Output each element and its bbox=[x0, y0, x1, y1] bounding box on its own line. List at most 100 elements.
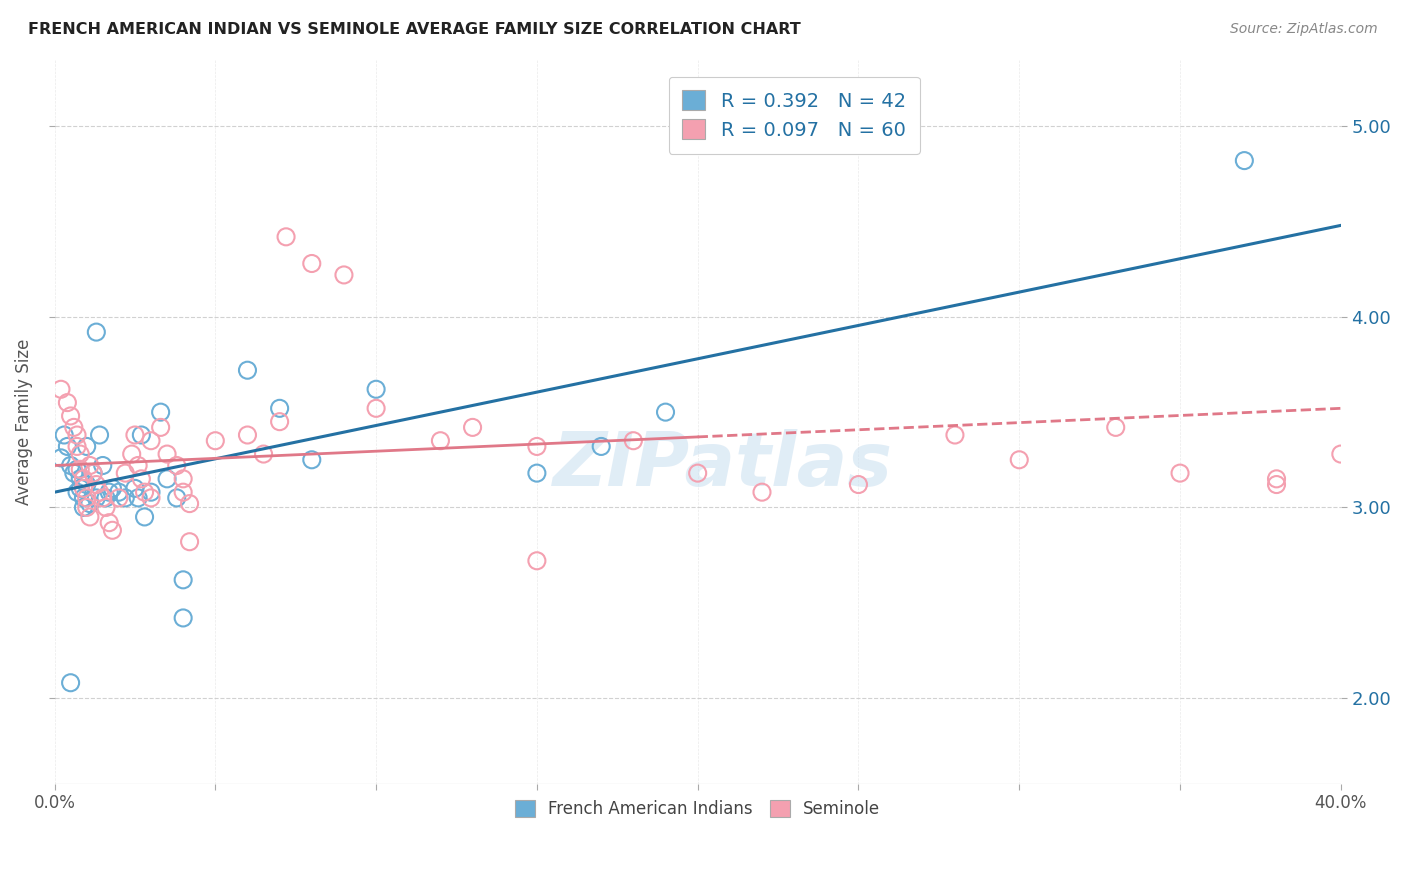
Point bbox=[134, 510, 156, 524]
Point bbox=[526, 439, 548, 453]
Point bbox=[66, 428, 89, 442]
Point bbox=[139, 491, 162, 505]
Point bbox=[79, 497, 101, 511]
Point bbox=[72, 472, 94, 486]
Point bbox=[236, 428, 259, 442]
Point bbox=[364, 401, 387, 416]
Point bbox=[131, 472, 153, 486]
Point bbox=[1105, 420, 1128, 434]
Point bbox=[301, 256, 323, 270]
Point bbox=[108, 485, 131, 500]
Point bbox=[654, 405, 676, 419]
Point bbox=[69, 447, 91, 461]
Point bbox=[79, 510, 101, 524]
Point bbox=[69, 472, 91, 486]
Point bbox=[66, 485, 89, 500]
Point bbox=[179, 534, 201, 549]
Point bbox=[364, 382, 387, 396]
Point bbox=[94, 500, 117, 515]
Point bbox=[526, 554, 548, 568]
Point bbox=[59, 675, 82, 690]
Point bbox=[56, 439, 79, 453]
Point bbox=[139, 485, 162, 500]
Point bbox=[1233, 153, 1256, 168]
Point bbox=[86, 477, 108, 491]
Point bbox=[149, 405, 172, 419]
Point bbox=[86, 491, 108, 505]
Point bbox=[66, 439, 89, 453]
Point bbox=[53, 428, 76, 442]
Point bbox=[131, 428, 153, 442]
Point bbox=[943, 428, 966, 442]
Point bbox=[591, 439, 613, 453]
Point bbox=[114, 466, 136, 480]
Point bbox=[101, 523, 124, 537]
Point bbox=[156, 447, 179, 461]
Point bbox=[101, 481, 124, 495]
Point bbox=[56, 395, 79, 409]
Point bbox=[172, 485, 194, 500]
Point bbox=[1008, 452, 1031, 467]
Point bbox=[79, 458, 101, 473]
Point bbox=[69, 481, 91, 495]
Point bbox=[94, 491, 117, 505]
Point bbox=[526, 466, 548, 480]
Point bbox=[269, 415, 291, 429]
Point bbox=[172, 472, 194, 486]
Point bbox=[63, 420, 86, 434]
Point bbox=[134, 485, 156, 500]
Y-axis label: Average Family Size: Average Family Size bbox=[15, 338, 32, 505]
Point bbox=[179, 497, 201, 511]
Point bbox=[86, 325, 108, 339]
Point bbox=[1265, 477, 1288, 491]
Point bbox=[172, 611, 194, 625]
Point bbox=[274, 229, 297, 244]
Point bbox=[124, 481, 146, 495]
Point bbox=[121, 447, 143, 461]
Point bbox=[166, 491, 188, 505]
Point bbox=[269, 401, 291, 416]
Text: ZIPatlas: ZIPatlas bbox=[554, 429, 893, 501]
Point bbox=[66, 462, 89, 476]
Point bbox=[333, 268, 356, 282]
Point bbox=[751, 485, 773, 500]
Point bbox=[686, 466, 709, 480]
Point bbox=[98, 485, 121, 500]
Point bbox=[124, 428, 146, 442]
Point bbox=[108, 491, 131, 505]
Point bbox=[59, 409, 82, 423]
Point bbox=[72, 481, 94, 495]
Point bbox=[127, 458, 149, 473]
Point bbox=[72, 500, 94, 515]
Point bbox=[82, 466, 104, 480]
Point bbox=[621, 434, 644, 448]
Legend: French American Indians, Seminole: French American Indians, Seminole bbox=[506, 791, 889, 826]
Point bbox=[204, 434, 226, 448]
Point bbox=[1265, 472, 1288, 486]
Point bbox=[139, 434, 162, 448]
Point bbox=[76, 439, 98, 453]
Point bbox=[82, 466, 104, 480]
Point bbox=[59, 458, 82, 473]
Point bbox=[89, 428, 111, 442]
Text: FRENCH AMERICAN INDIAN VS SEMINOLE AVERAGE FAMILY SIZE CORRELATION CHART: FRENCH AMERICAN INDIAN VS SEMINOLE AVERA… bbox=[28, 22, 801, 37]
Point bbox=[1330, 447, 1353, 461]
Point bbox=[461, 420, 484, 434]
Point bbox=[429, 434, 451, 448]
Point bbox=[76, 491, 98, 505]
Point bbox=[76, 477, 98, 491]
Point bbox=[127, 491, 149, 505]
Point bbox=[91, 491, 114, 505]
Point bbox=[49, 382, 72, 396]
Point bbox=[252, 447, 274, 461]
Point bbox=[1168, 466, 1191, 480]
Point bbox=[114, 491, 136, 505]
Point bbox=[72, 491, 94, 505]
Point bbox=[76, 500, 98, 515]
Point bbox=[98, 516, 121, 530]
Point bbox=[301, 452, 323, 467]
Point bbox=[149, 420, 172, 434]
Point bbox=[49, 450, 72, 465]
Point bbox=[166, 458, 188, 473]
Point bbox=[236, 363, 259, 377]
